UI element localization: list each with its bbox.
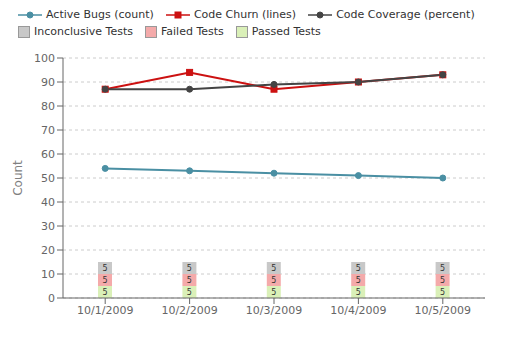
svg-text:5: 5: [356, 288, 361, 297]
svg-text:5: 5: [102, 264, 107, 273]
svg-text:5: 5: [271, 276, 276, 285]
svg-text:10/4/2009: 10/4/2009: [330, 304, 386, 317]
svg-text:80: 80: [41, 100, 55, 113]
svg-text:90: 90: [41, 76, 55, 89]
html-text:Active Bugs (count): Active Bugs (count): [46, 8, 154, 21]
html-text:Passed Tests: Passed Tests: [251, 25, 321, 38]
svg-text:10/1/2009: 10/1/2009: [77, 304, 133, 317]
svg-text:10: 10: [41, 268, 55, 281]
svg-text:5: 5: [271, 264, 276, 273]
svg-text:5: 5: [187, 264, 192, 273]
svg-text:5: 5: [187, 288, 192, 297]
svg-text:5: 5: [440, 288, 445, 297]
svg-text:5: 5: [102, 276, 107, 285]
svg-text:5: 5: [271, 288, 276, 297]
svg-text:100: 100: [34, 52, 55, 65]
html-text:Inconclusive Tests: Inconclusive Tests: [34, 25, 133, 38]
svg-text:60: 60: [41, 148, 55, 161]
svg-text:20: 20: [41, 244, 55, 257]
svg-text:10/5/2009: 10/5/2009: [415, 304, 471, 317]
svg-text:40: 40: [41, 196, 55, 209]
svg-text:10/2/2009: 10/2/2009: [161, 304, 217, 317]
svg-text:0: 0: [48, 292, 55, 305]
svg-text:5: 5: [440, 264, 445, 273]
svg-text:30: 30: [41, 220, 55, 233]
html-text:Code Coverage (percent): Code Coverage (percent): [336, 8, 475, 21]
svg-text:5: 5: [102, 288, 107, 297]
svg-text:50: 50: [41, 172, 55, 185]
svg-text:5: 5: [187, 276, 192, 285]
svg-text:Count: Count: [11, 160, 25, 196]
svg-text:10/3/2009: 10/3/2009: [246, 304, 302, 317]
svg-text:5: 5: [440, 276, 445, 285]
html-text:Failed Tests: Failed Tests: [161, 25, 224, 38]
html-text:Code Churn (lines): Code Churn (lines): [193, 8, 297, 21]
svg-text:5: 5: [356, 276, 361, 285]
svg-text:5: 5: [356, 264, 361, 273]
svg-text:70: 70: [41, 124, 55, 137]
